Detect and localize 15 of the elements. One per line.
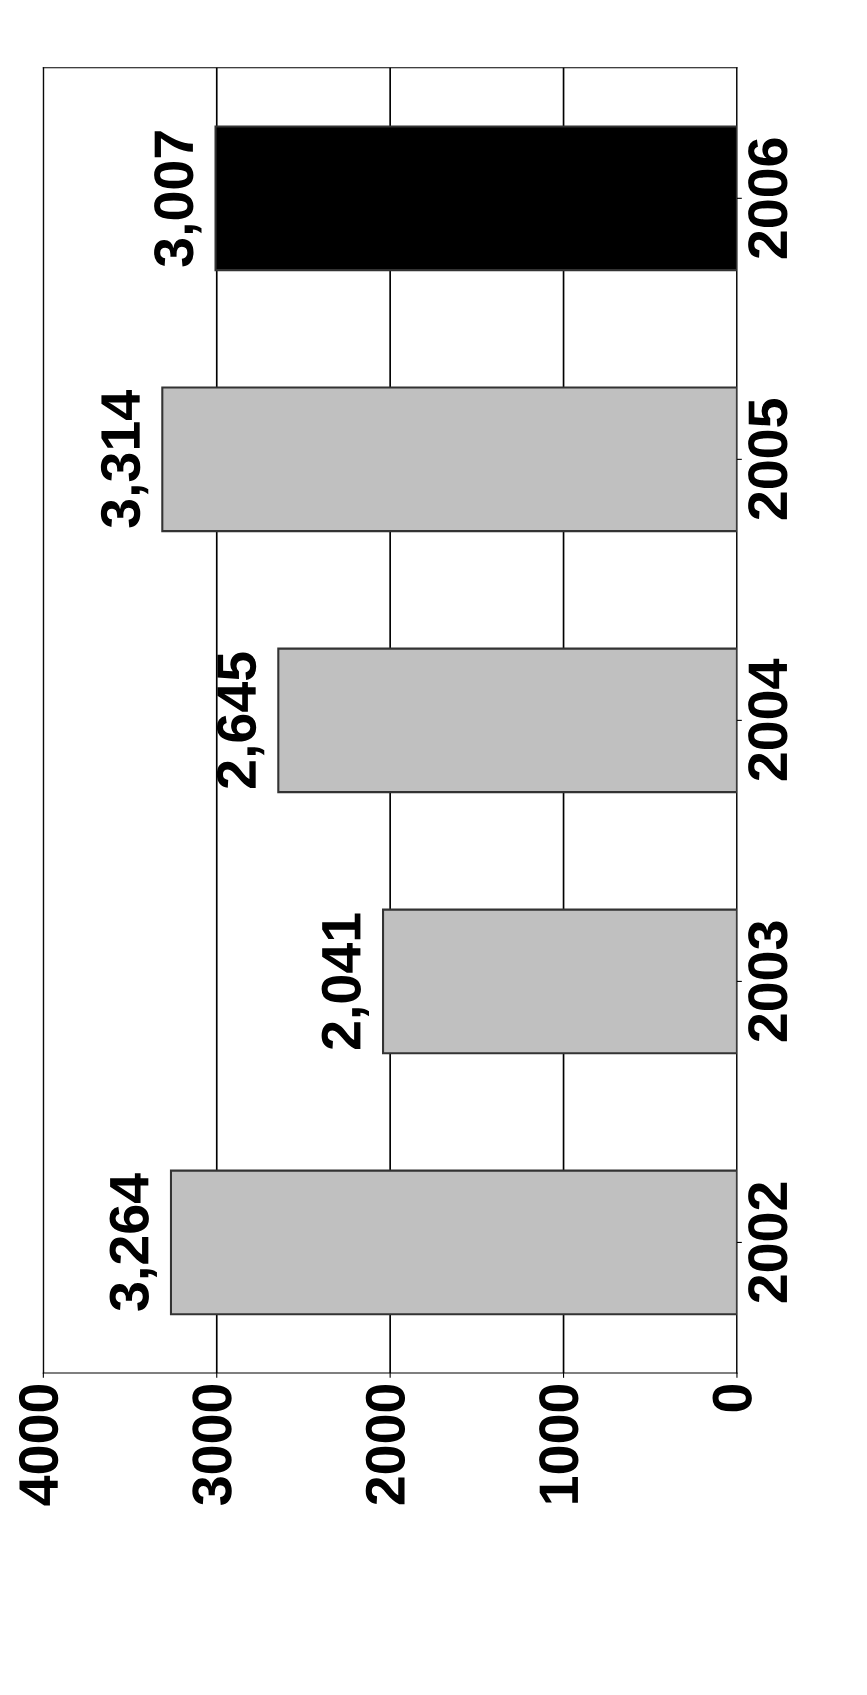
x-tick-label: 1000 xyxy=(539,1384,579,1503)
y-tick-label: 2005 xyxy=(748,399,788,520)
data-label: 2,041 xyxy=(321,913,369,1049)
data-label: 2,645 xyxy=(216,652,265,788)
x-tick-label: 0 xyxy=(712,1384,752,1412)
y-tick-label: 2006 xyxy=(748,138,788,259)
x-tick-label: 3000 xyxy=(192,1384,232,1505)
x-tick-label: 2000 xyxy=(365,1384,406,1505)
data-label: 3,007 xyxy=(154,131,202,267)
y-tick-label: 2004 xyxy=(748,658,788,781)
data-label: 3,264 xyxy=(109,1173,157,1311)
data-label: 3,314 xyxy=(100,390,149,528)
x-tick-label: 4000 xyxy=(18,1384,59,1506)
y-tick-label: 2003 xyxy=(748,921,788,1042)
y-tick-label: 2002 xyxy=(748,1182,788,1303)
